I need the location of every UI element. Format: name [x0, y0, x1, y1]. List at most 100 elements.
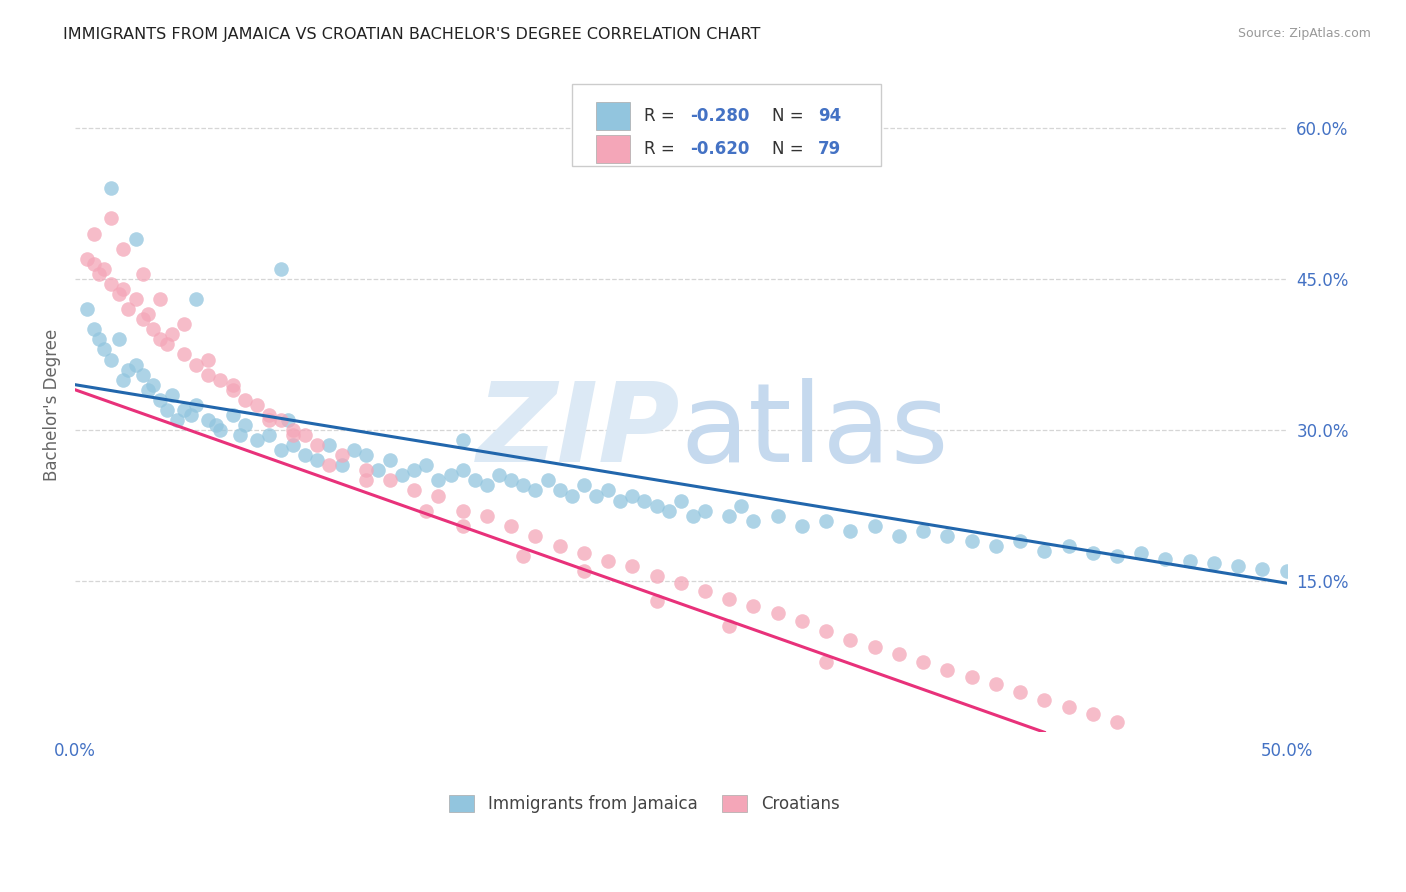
Immigrants from Jamaica	[585, 488, 607, 502]
Croatians	[645, 569, 668, 583]
Immigrants from Jamaica	[197, 413, 219, 427]
Immigrants from Jamaica	[415, 458, 437, 473]
Immigrants from Jamaica	[117, 362, 139, 376]
Croatians	[221, 377, 243, 392]
Immigrants from Jamaica	[1008, 533, 1031, 548]
Croatians	[100, 211, 122, 226]
Immigrants from Jamaica	[76, 302, 98, 317]
Croatians	[475, 508, 498, 523]
Immigrants from Jamaica	[281, 438, 304, 452]
Immigrants from Jamaica	[936, 529, 959, 543]
Immigrants from Jamaica	[294, 448, 316, 462]
Immigrants from Jamaica	[863, 518, 886, 533]
Immigrants from Jamaica	[488, 468, 510, 483]
Text: IMMIGRANTS FROM JAMAICA VS CROATIAN BACHELOR'S DEGREE CORRELATION CHART: IMMIGRANTS FROM JAMAICA VS CROATIAN BACH…	[63, 27, 761, 42]
Croatians	[318, 458, 340, 473]
Immigrants from Jamaica	[112, 373, 135, 387]
Croatians	[149, 292, 172, 306]
Croatians	[693, 584, 716, 599]
Immigrants from Jamaica	[609, 493, 631, 508]
Croatians	[197, 352, 219, 367]
Immigrants from Jamaica	[790, 518, 813, 533]
Croatians	[83, 257, 105, 271]
Text: R =: R =	[644, 107, 681, 125]
Croatians	[294, 428, 316, 442]
Immigrants from Jamaica	[572, 478, 595, 492]
Immigrants from Jamaica	[166, 413, 188, 427]
FancyBboxPatch shape	[572, 84, 880, 166]
Croatians	[524, 529, 547, 543]
Croatians	[863, 640, 886, 654]
Immigrants from Jamaica	[1227, 559, 1250, 574]
Immigrants from Jamaica	[633, 493, 655, 508]
Immigrants from Jamaica	[132, 368, 155, 382]
Immigrants from Jamaica	[451, 463, 474, 477]
Immigrants from Jamaica	[1251, 562, 1274, 576]
Text: -0.620: -0.620	[690, 140, 749, 158]
Croatians	[112, 282, 135, 296]
Immigrants from Jamaica	[156, 403, 179, 417]
Croatians	[378, 474, 401, 488]
Immigrants from Jamaica	[124, 232, 146, 246]
Y-axis label: Bachelor's Degree: Bachelor's Degree	[44, 329, 60, 481]
Immigrants from Jamaica	[512, 478, 534, 492]
Croatians	[330, 448, 353, 462]
Croatians	[718, 619, 741, 633]
Croatians	[839, 632, 862, 647]
Croatians	[512, 549, 534, 563]
Croatians	[936, 663, 959, 677]
Croatians	[1057, 700, 1080, 714]
Croatians	[270, 413, 292, 427]
Immigrants from Jamaica	[730, 499, 752, 513]
Immigrants from Jamaica	[229, 428, 252, 442]
Croatians	[1033, 693, 1056, 707]
Croatians	[427, 488, 450, 502]
Immigrants from Jamaica	[180, 408, 202, 422]
Croatians	[233, 392, 256, 407]
Croatians	[887, 647, 910, 661]
Immigrants from Jamaica	[367, 463, 389, 477]
Immigrants from Jamaica	[693, 503, 716, 517]
Immigrants from Jamaica	[960, 533, 983, 548]
Croatians	[112, 242, 135, 256]
Croatians	[415, 503, 437, 517]
Croatians	[912, 655, 935, 669]
Immigrants from Jamaica	[1105, 549, 1128, 563]
Croatians	[572, 546, 595, 560]
Immigrants from Jamaica	[246, 433, 269, 447]
Croatians	[132, 312, 155, 326]
Immigrants from Jamaica	[815, 514, 838, 528]
Immigrants from Jamaica	[173, 403, 195, 417]
Text: -0.280: -0.280	[690, 107, 749, 125]
Immigrants from Jamaica	[1057, 539, 1080, 553]
Croatians	[548, 539, 571, 553]
Immigrants from Jamaica	[270, 261, 292, 276]
Immigrants from Jamaica	[984, 539, 1007, 553]
Immigrants from Jamaica	[1275, 564, 1298, 578]
Croatians	[156, 337, 179, 351]
Croatians	[984, 677, 1007, 691]
Croatians	[89, 267, 111, 281]
Immigrants from Jamaica	[669, 493, 692, 508]
Immigrants from Jamaica	[83, 322, 105, 336]
Croatians	[141, 322, 163, 336]
Immigrants from Jamaica	[270, 443, 292, 458]
Immigrants from Jamaica	[621, 488, 644, 502]
Croatians	[186, 358, 208, 372]
Immigrants from Jamaica	[343, 443, 366, 458]
Croatians	[354, 463, 377, 477]
FancyBboxPatch shape	[596, 102, 630, 129]
Immigrants from Jamaica	[742, 514, 765, 528]
Croatians	[718, 592, 741, 607]
Croatians	[132, 267, 155, 281]
Legend: Immigrants from Jamaica, Croatians: Immigrants from Jamaica, Croatians	[441, 787, 848, 822]
Immigrants from Jamaica	[548, 483, 571, 498]
Croatians	[197, 368, 219, 382]
Text: 79: 79	[818, 140, 841, 158]
Immigrants from Jamaica	[451, 433, 474, 447]
Immigrants from Jamaica	[186, 292, 208, 306]
Croatians	[209, 373, 232, 387]
Croatians	[501, 518, 523, 533]
Immigrants from Jamaica	[658, 503, 681, 517]
Immigrants from Jamaica	[209, 423, 232, 437]
